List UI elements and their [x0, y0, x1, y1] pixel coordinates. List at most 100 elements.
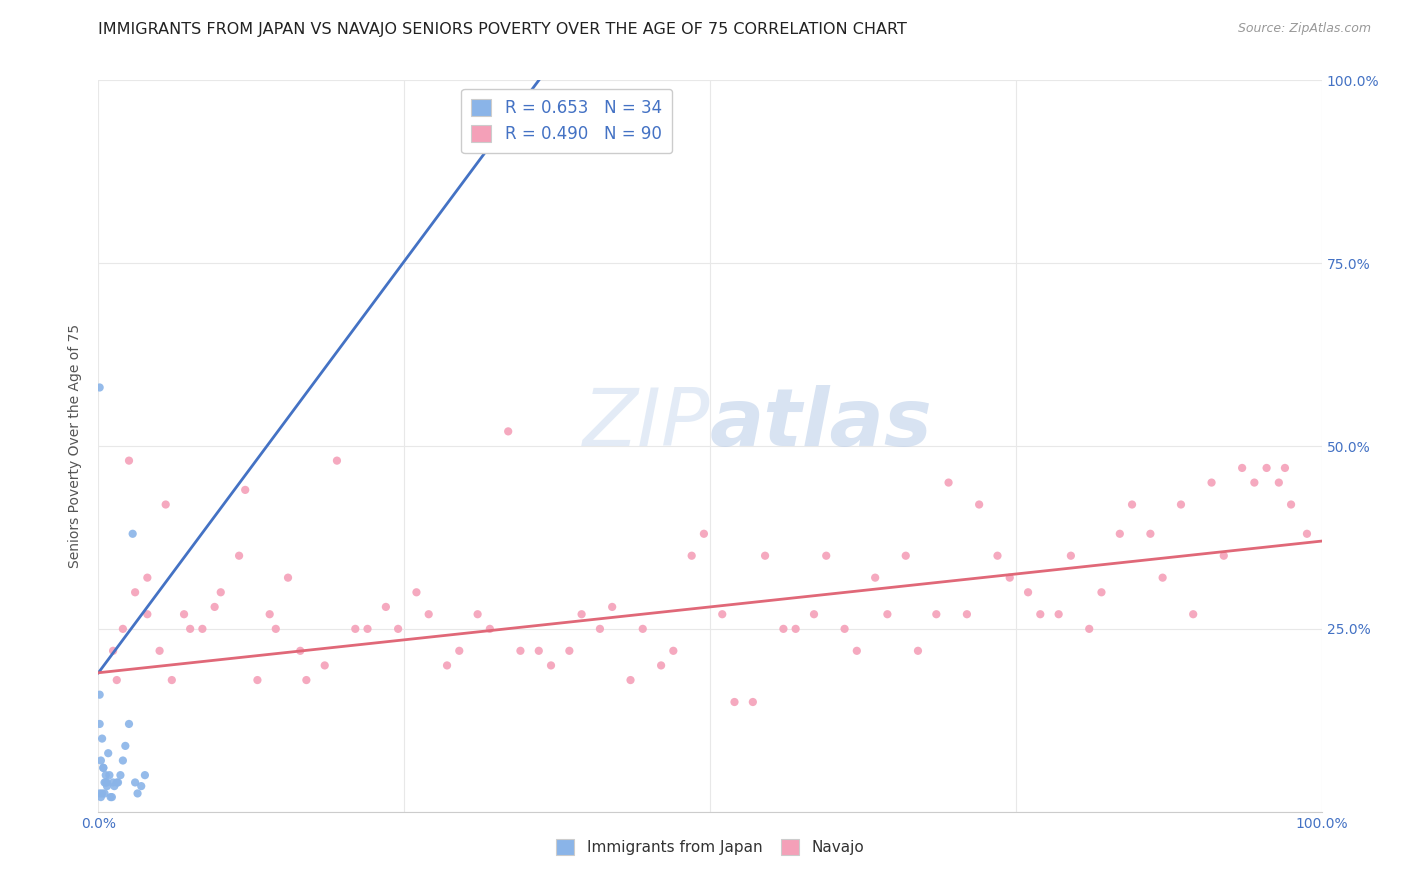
Point	[344, 622, 367, 636]
Point	[1108, 526, 1130, 541]
Point	[589, 622, 612, 636]
Point	[160, 673, 183, 687]
Point	[1047, 607, 1070, 622]
Point	[101, 644, 124, 658]
Text: IMMIGRANTS FROM JAPAN VS NAVAJO SENIORS POVERTY OVER THE AGE OF 75 CORRELATION C: IMMIGRANTS FROM JAPAN VS NAVAJO SENIORS …	[98, 22, 907, 37]
Point	[314, 658, 336, 673]
Point	[540, 658, 562, 673]
Point	[956, 607, 979, 622]
Point	[134, 768, 156, 782]
Point	[136, 607, 159, 622]
Point	[326, 453, 349, 467]
Point	[711, 607, 734, 622]
Point	[845, 644, 868, 658]
Point	[1268, 475, 1291, 490]
Point	[834, 622, 856, 636]
Point	[110, 768, 132, 782]
Point	[785, 622, 807, 636]
Point	[631, 622, 654, 636]
Point	[89, 787, 111, 801]
Point	[91, 787, 114, 801]
Point	[91, 761, 114, 775]
Point	[295, 673, 318, 687]
Point	[693, 526, 716, 541]
Point	[111, 622, 134, 636]
Point	[105, 775, 128, 789]
Point	[111, 754, 134, 768]
Point	[478, 622, 501, 636]
Point	[876, 607, 898, 622]
Point	[1296, 526, 1319, 541]
Point	[509, 644, 531, 658]
Point	[1170, 498, 1192, 512]
Point	[101, 775, 124, 789]
Point	[114, 739, 136, 753]
Point	[1182, 607, 1205, 622]
Point	[191, 622, 214, 636]
Point	[90, 754, 112, 768]
Point	[94, 775, 117, 789]
Point	[264, 622, 287, 636]
Point	[662, 644, 685, 658]
Y-axis label: Seniors Poverty Over the Age of 75: Seniors Poverty Over the Age of 75	[69, 324, 83, 568]
Point	[467, 607, 489, 622]
Point	[496, 425, 519, 439]
Point	[90, 790, 112, 805]
Point	[93, 775, 115, 789]
Point	[803, 607, 825, 622]
Point	[1152, 571, 1174, 585]
Point	[89, 380, 111, 394]
Point	[209, 585, 232, 599]
Point	[246, 673, 269, 687]
Point	[124, 775, 146, 789]
Point	[1279, 498, 1302, 512]
Point	[681, 549, 703, 563]
Point	[863, 571, 886, 585]
Point	[1243, 475, 1265, 490]
Point	[96, 775, 118, 789]
Point	[374, 599, 396, 614]
Point	[259, 607, 281, 622]
Point	[1029, 607, 1052, 622]
Point	[96, 779, 118, 793]
Point	[121, 526, 143, 541]
Point	[100, 790, 122, 805]
Point	[107, 775, 129, 789]
Point	[1230, 461, 1253, 475]
Point	[907, 644, 929, 658]
Point	[91, 731, 114, 746]
Point	[405, 585, 427, 599]
Point	[89, 688, 111, 702]
Point	[94, 768, 117, 782]
Point	[986, 549, 1008, 563]
Point	[233, 483, 256, 497]
Point	[277, 571, 299, 585]
Point	[155, 498, 177, 512]
Point	[449, 644, 471, 658]
Point	[124, 585, 146, 599]
Point	[1256, 461, 1278, 475]
Text: ZIP: ZIP	[582, 385, 710, 463]
Point	[1090, 585, 1112, 599]
Point	[967, 498, 990, 512]
Point	[89, 717, 111, 731]
Point	[741, 695, 763, 709]
Point	[1212, 549, 1234, 563]
Point	[558, 644, 581, 658]
Point	[136, 571, 159, 585]
Point	[118, 453, 141, 467]
Text: atlas: atlas	[710, 385, 932, 463]
Point	[228, 549, 250, 563]
Point	[105, 673, 128, 687]
Point	[356, 622, 378, 636]
Legend: Immigrants from Japan, Navajo: Immigrants from Japan, Navajo	[548, 831, 872, 863]
Point	[1017, 585, 1039, 599]
Point	[1139, 526, 1161, 541]
Point	[127, 787, 149, 801]
Point	[418, 607, 440, 622]
Text: Source: ZipAtlas.com: Source: ZipAtlas.com	[1237, 22, 1371, 36]
Point	[938, 475, 960, 490]
Point	[1274, 461, 1296, 475]
Point	[894, 549, 917, 563]
Point	[179, 622, 201, 636]
